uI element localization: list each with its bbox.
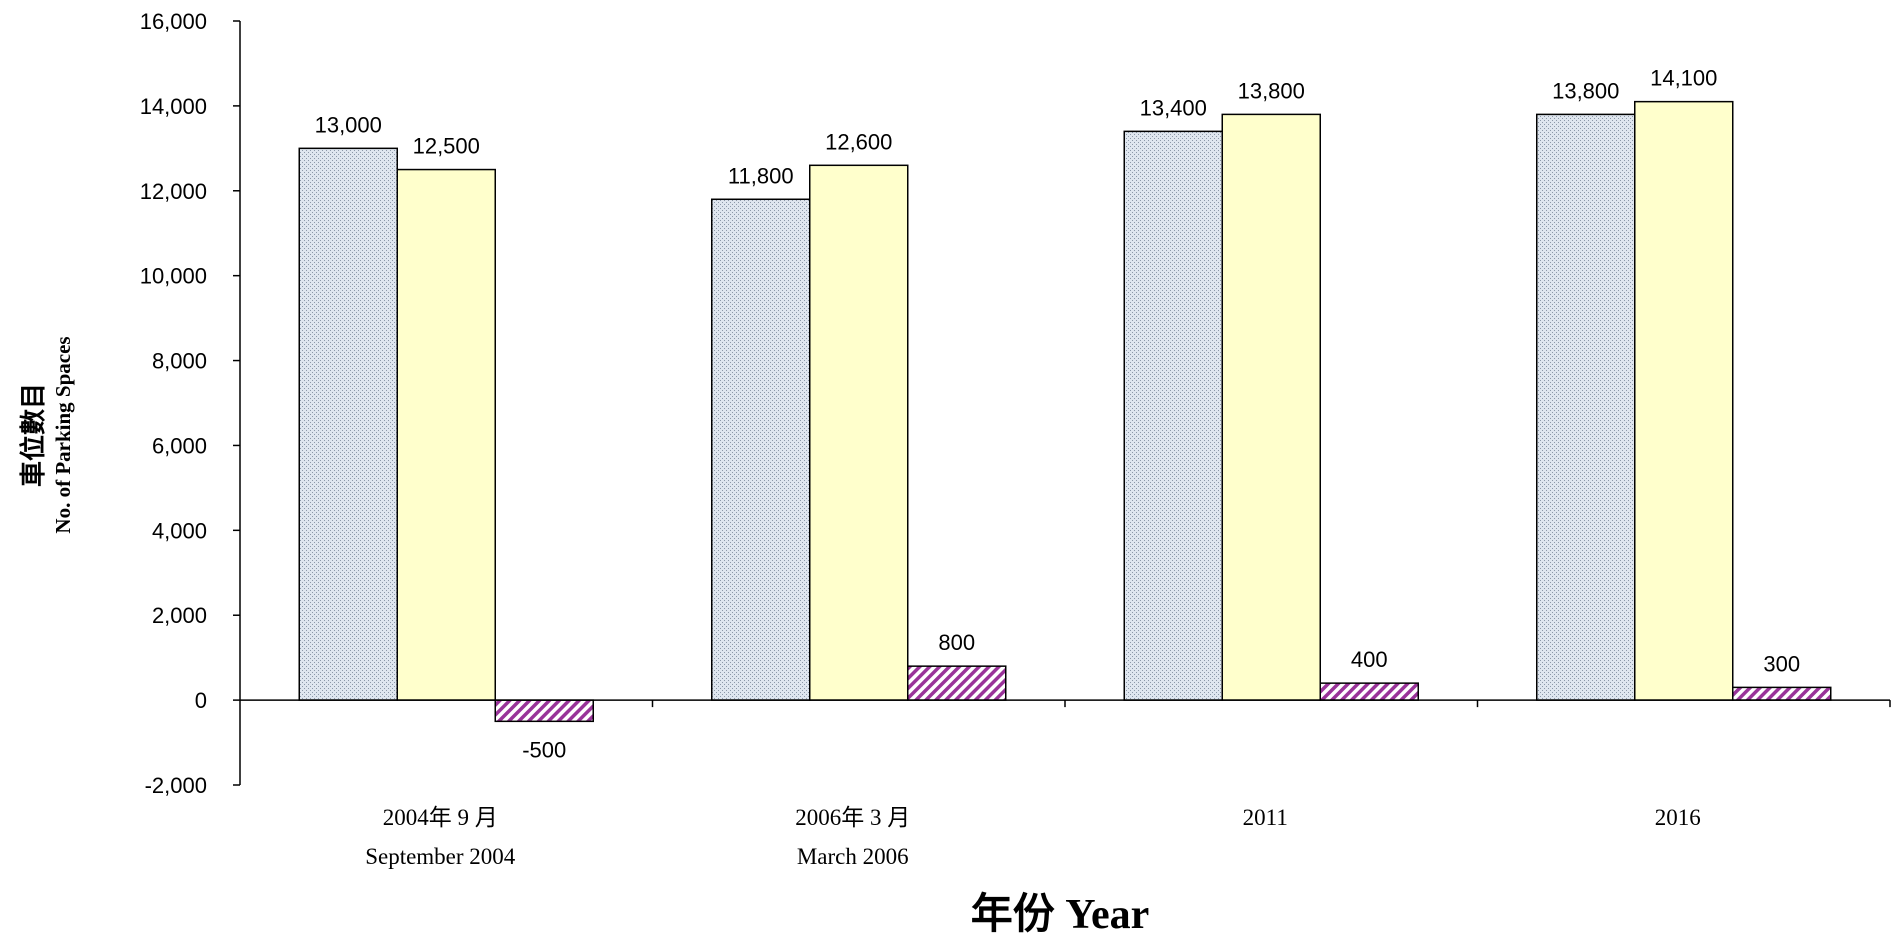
data-label: 400 [1351,647,1388,672]
bar-series-2 [1634,100,1734,701]
data-label: 13,400 [1140,95,1207,120]
data-label: 800 [938,630,975,655]
data-label: 11,800 [728,163,794,188]
bar-series-3 [907,665,1007,701]
y-tick-label: 0 [195,688,207,713]
data-label: 300 [1763,651,1800,676]
y-axis-title: 車位數目 No. of Parking Spaces [18,336,75,533]
bar-series-3 [1319,682,1419,701]
x-category-label: 2011 [1243,805,1288,830]
y-tick-label: 2,000 [152,603,207,628]
x-category-sublabel: March 2006 [797,844,909,869]
bar-series-1 [1536,113,1636,701]
y-axis-title-zh: 車位數目 [18,383,48,487]
y-tick-label: 6,000 [152,433,207,458]
y-tick-label: 8,000 [152,349,207,374]
x-axis-ticks: 2004年 9 月 September 2004 2006年 3 月 March 20… [365,700,1891,869]
bars [298,100,1832,723]
bar-series-3 [494,699,594,723]
bar-series-1 [711,198,811,701]
bar-series-2 [809,164,909,701]
y-axis-title-en: No. of Parking Spaces [51,336,75,533]
x-category-label: 2006年 3 月 [795,805,910,830]
x-category-label: 2004年 9 月 [383,805,498,830]
bar-series-2 [396,168,496,701]
x-category-sublabel: September 2004 [365,844,516,869]
data-labels: 13,000 11,800 13,400 13,800 12,500 12,600 13,8… [315,66,1801,763]
data-label: 13,800 [1238,78,1305,103]
bar-series-1 [298,147,398,701]
y-axis-ticks: -2,000 0 2,000 4,000 6,000 8,000 10,000 12,000 1… [140,9,240,798]
bar-series-1 [1123,130,1223,701]
data-label: 14,100 [1650,66,1717,91]
data-label: 13,000 [315,112,382,137]
data-label: -500 [522,737,566,762]
data-label: 13,800 [1552,78,1619,103]
y-tick-label: 10,000 [140,264,207,289]
bar-series-3 [1732,686,1832,701]
y-tick-label: -2,000 [145,773,207,798]
y-tick-label: 14,000 [140,94,207,119]
x-category-label: 2016 [1655,805,1701,830]
bar-series-2 [1221,113,1321,701]
y-tick-label: 12,000 [140,179,207,204]
y-tick-label: 16,000 [140,9,207,34]
data-label: 12,500 [413,134,480,159]
y-tick-label: 4,000 [152,518,207,543]
data-label: 12,600 [825,129,892,154]
x-axis-title: 年份 Year [971,891,1149,938]
